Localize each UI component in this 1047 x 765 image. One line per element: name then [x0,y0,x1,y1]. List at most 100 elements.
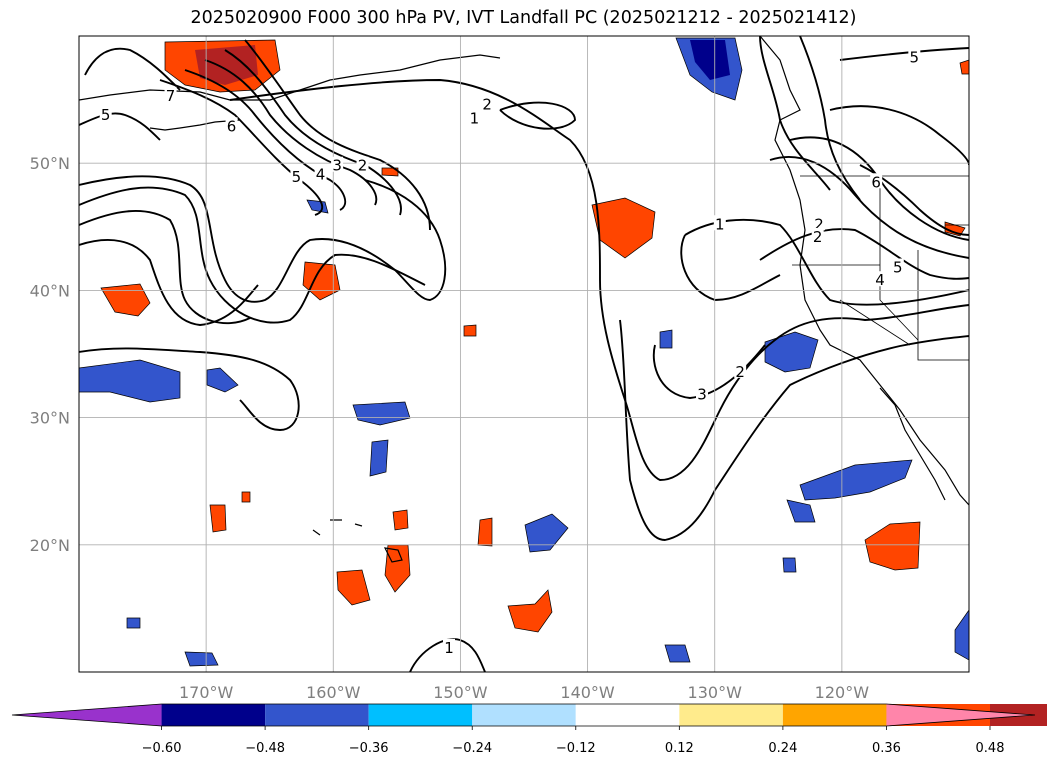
contour-label-bg [442,638,455,654]
positive-anomaly-region [477,517,493,547]
colorbar-tick-label: −0.36 [349,741,389,756]
negative-anomaly-region [184,651,219,667]
negative-anomaly-region [79,359,181,403]
contour-label-bg [812,215,825,231]
negative-anomaly-region [659,329,673,349]
contour-label: 2 [813,228,823,246]
contour-label: 4 [875,271,885,289]
positive-anomaly-region [100,283,151,317]
contour-label-bg [331,156,344,172]
pv-contour [79,186,426,324]
negative-anomaly-region [664,644,691,663]
state-border-east [917,250,969,361]
colorbar-cell [265,704,369,726]
coastline-north-america [759,36,969,506]
lon-tick-label: 160°W [306,683,361,702]
contour-label: 1 [470,110,480,128]
pv-contour [79,347,300,431]
contour-label-bg [225,117,238,133]
lon-tick-label: 150°W [433,683,488,702]
pv-contour [159,79,324,216]
positive-anomaly-region [209,504,227,533]
pv-contour [79,239,259,326]
negative-anomaly-region [786,499,816,523]
contour-label-bg [713,215,726,231]
negative-anomaly-region [369,439,389,477]
contour-label-bg [734,362,747,378]
colorbar-extend-low [12,704,162,726]
contour-label: 6 [227,117,237,135]
contour-label-bg [696,385,708,401]
colorbar-tick-label: −0.48 [245,741,285,756]
negative-anomaly-region [306,199,329,214]
pv-contour [79,210,251,325]
positive-anomaly-region [336,569,371,606]
colorbar-extend-high [886,704,1035,726]
negative-anomaly-region [126,617,141,629]
pv-contour [79,112,161,141]
contour-label-bg [290,168,303,184]
contour-label-bg [908,48,921,64]
positive-anomaly-region [959,59,969,75]
contour-label: 2 [814,215,824,233]
map-frame [78,35,970,673]
negative-anomaly-region [799,459,913,501]
colorbar-tick-label: 0.36 [872,741,901,756]
pv-contour [799,36,861,201]
positive-anomaly-region [864,521,921,571]
negative-anomaly-region [782,557,797,573]
colorbar-cell [575,704,680,726]
gridlines [79,36,969,672]
contour-label-bg [356,156,369,172]
pv-contour [499,101,576,130]
negative-anomaly-region [764,331,819,373]
latitude-tick-labels: 20°N 30°N 40°N 50°N [30,154,70,555]
colorbar-cell [368,704,473,726]
contour-label: 2 [482,96,492,114]
pv-contour [224,49,402,216]
pv-contour [759,228,969,280]
colorbar-tick-label: −0.24 [452,741,492,756]
pv-contour [829,105,969,166]
pv-contour [79,175,447,303]
negative-anomaly-region [206,367,239,393]
lon-tick-label: 170°W [179,683,234,702]
pv-contour [759,36,831,191]
pv-contour [409,638,486,672]
pv-contour [204,59,378,206]
contour-label-bg [314,165,327,181]
colorbar-tick-label: 0.24 [768,741,797,756]
colorbar-cell [161,704,266,726]
positive-anomaly-region [463,324,477,337]
contour-label: 5 [893,259,903,277]
positive-anomaly-region [392,509,409,531]
lon-tick-label: 140°W [560,683,615,702]
lat-tick-label: 20°N [30,536,70,555]
colorbar-tick-label: 0.12 [665,741,694,756]
colorbar-cell [679,704,783,726]
pv-contour [84,47,181,91]
contour-label: 1 [715,215,725,233]
longitude-tick-labels: 170°W 160°W 150°W 140°W 130°W 120°W [179,683,869,702]
positive-anomaly-region [241,491,251,503]
positive-anomaly-core [195,45,258,85]
positive-anomaly-region [507,589,553,633]
contour-label: 2 [358,157,368,175]
lon-tick-label: 130°W [688,683,743,702]
contour-label-bg [164,86,177,102]
hawaii-islands [312,519,403,563]
pv-contour [684,218,969,306]
filled-anomaly-regions [79,37,969,667]
colorbar-tick-label: −0.60 [142,741,182,756]
colorbar-cell [782,704,887,726]
contour-label: 5 [101,106,111,124]
pv-contour [244,39,431,231]
contour-label: 7 [166,87,176,105]
contour-label: 6 [871,173,881,191]
contour-label: 1 [444,639,454,657]
contour-label: 5 [292,168,302,186]
negative-anomaly-region [954,609,969,661]
